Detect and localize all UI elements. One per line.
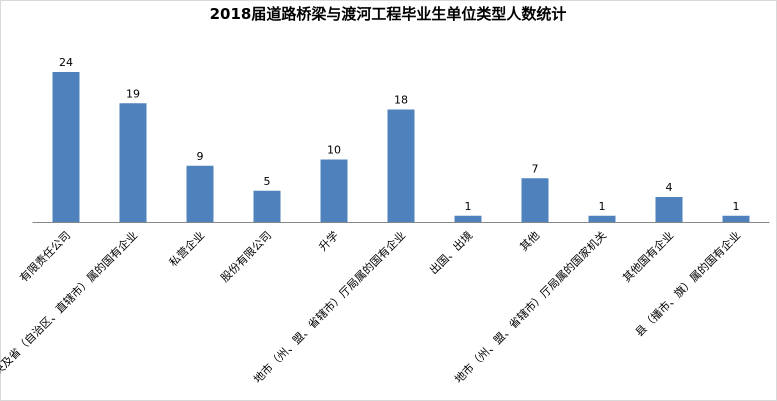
value-label-9: 4: [666, 181, 673, 194]
chart-title: 2018届道路桥梁与渡河工程毕业生单位类型人数统计: [210, 5, 567, 23]
category-label-4: 升学: [316, 228, 341, 253]
category-label-8: 地市（州、盟、省辖市）厅局属的国家机关: [451, 228, 609, 386]
category-label-9: 其他国有企业: [620, 228, 677, 285]
bar-0: [52, 72, 80, 222]
value-label-10: 1: [733, 200, 740, 213]
bar-8: [588, 215, 616, 222]
value-labels-group: 24 19 9 5 10 18 1 7 1 4 1: [59, 56, 740, 213]
bar-4: [320, 159, 348, 222]
bar-10: [722, 215, 750, 222]
bar-5: [387, 109, 415, 222]
bar-6: [454, 215, 482, 222]
category-label-0: 有限责任公司: [17, 228, 74, 285]
value-label-4: 10: [327, 144, 341, 157]
category-label-2: 私营企业: [166, 228, 207, 269]
category-label-5: 地市（州、盟、省辖市）厅局属的国有企业: [250, 228, 408, 386]
value-label-0: 24: [59, 56, 73, 69]
bars-group: [52, 72, 750, 222]
category-label-7: 其他: [517, 229, 542, 254]
bar-1: [119, 103, 147, 222]
value-label-6: 1: [465, 200, 472, 213]
value-label-2: 9: [197, 150, 204, 163]
bar-7: [521, 178, 549, 222]
category-label-3: 股份有限公司: [218, 228, 275, 285]
value-label-7: 7: [532, 162, 539, 175]
value-label-8: 1: [599, 200, 606, 213]
bar-2: [186, 165, 214, 222]
value-label-3: 5: [264, 175, 271, 188]
value-label-1: 19: [126, 87, 140, 100]
category-label-1: 中央及省（自治区、直辖市）属的国有企业: [0, 228, 140, 386]
value-label-5: 18: [394, 94, 408, 107]
category-label-6: 出国、出境: [426, 228, 475, 277]
category-label-10: 县（播市、旗）属的国有企业: [632, 228, 743, 339]
bar-9: [655, 197, 683, 222]
bar-3: [253, 190, 281, 222]
